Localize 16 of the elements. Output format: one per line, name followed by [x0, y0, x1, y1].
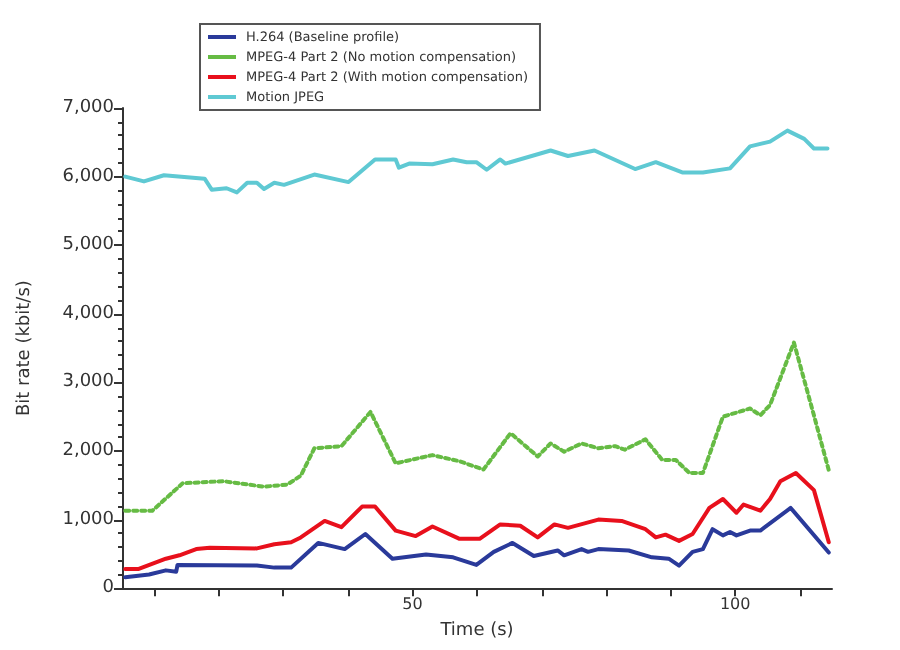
y-tick-label: 6,000 — [62, 166, 115, 187]
line-series — [123, 340, 831, 513]
y-tick-label: 3,000 — [62, 372, 115, 393]
y-tick-label: 7,000 — [62, 98, 115, 118]
x-tick-label: 100 — [719, 595, 751, 614]
y-tick-label: 2,000 — [62, 441, 115, 461]
y-tick-label: 1,000 — [62, 509, 115, 530]
x-tick-label: 50 — [402, 595, 423, 614]
x-axis-title: Time (s) — [438, 621, 514, 641]
line-series — [123, 128, 830, 195]
line-series — [123, 470, 831, 571]
y-tick-label: 0 — [102, 578, 115, 599]
y-tick-label: 5,000 — [62, 235, 115, 256]
line-series — [123, 505, 831, 580]
y-tick-label: 4,000 — [62, 303, 115, 324]
y-axis-title: Bit rate (kbit/s) — [15, 280, 35, 417]
